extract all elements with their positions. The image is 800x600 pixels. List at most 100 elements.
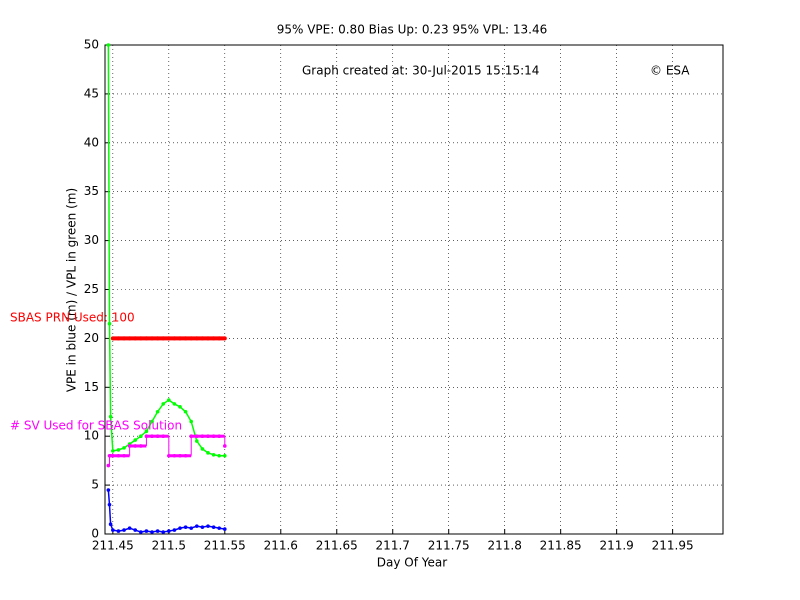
data-point	[116, 336, 121, 341]
y-tick-label: 35	[84, 184, 99, 198]
data-point	[178, 405, 182, 409]
data-point	[107, 502, 112, 507]
data-point	[222, 444, 227, 448]
data-point	[200, 434, 205, 439]
data-point	[211, 452, 216, 457]
annotation: © ESA	[650, 64, 690, 78]
x-tick-label: 211.45	[92, 539, 134, 553]
data-point	[111, 449, 115, 453]
data-point	[111, 453, 115, 458]
series-label: SBAS PRN Used: 100	[10, 311, 135, 325]
data-point	[155, 434, 160, 439]
y-tick-label: 25	[84, 282, 99, 296]
data-point	[206, 434, 210, 439]
data-point	[122, 453, 126, 458]
data-point	[106, 488, 111, 492]
data-point	[222, 453, 227, 458]
x-tick-label: 211.75	[428, 539, 470, 553]
data-point	[166, 336, 171, 341]
data-point	[195, 434, 199, 439]
data-point	[133, 528, 138, 532]
series-label: # SV Used for SBAS Solution	[10, 419, 182, 433]
data-point	[189, 526, 194, 530]
y-tick-label: 10	[84, 429, 99, 443]
data-point	[122, 528, 126, 532]
data-point	[183, 453, 188, 458]
data-point	[217, 526, 221, 530]
data-point	[189, 336, 194, 341]
data-point	[133, 438, 138, 442]
data-point	[133, 336, 138, 341]
data-point	[200, 525, 205, 529]
data-point	[155, 529, 160, 533]
x-tick-label: 211.7	[376, 539, 410, 553]
data-point	[139, 434, 143, 439]
data-point	[127, 444, 132, 448]
data-point	[155, 336, 160, 341]
data-point	[217, 434, 221, 439]
x-tick-label: 211.6	[264, 539, 298, 553]
y-tick-label: 40	[84, 135, 99, 149]
data-point	[144, 529, 149, 533]
data-point	[110, 336, 115, 341]
data-point	[167, 529, 171, 533]
data-point	[144, 434, 149, 439]
data-point	[108, 414, 113, 419]
data-point	[150, 434, 154, 439]
data-point	[195, 524, 199, 528]
data-point	[116, 453, 121, 458]
data-point	[189, 434, 194, 439]
y-tick-label: 45	[84, 86, 99, 100]
data-point	[206, 524, 210, 528]
y-tick-label: 20	[84, 331, 99, 345]
data-point	[211, 525, 216, 529]
data-point	[167, 453, 171, 458]
x-axis-label: Day Of Year	[377, 556, 447, 570]
y-tick-label: 30	[84, 233, 99, 247]
data-point	[150, 336, 155, 341]
y-tick-label: 5	[91, 478, 99, 492]
data-point	[133, 444, 138, 448]
data-point	[222, 336, 227, 341]
data-point	[138, 336, 143, 341]
data-point	[161, 402, 166, 406]
chart-title: 95% VPE: 0.80 Bias Up: 0.23 95% VPL: 13.…	[277, 23, 548, 37]
data-point	[189, 419, 194, 424]
data-point	[139, 444, 143, 448]
data-point	[127, 526, 132, 530]
data-point	[178, 453, 182, 458]
data-point	[116, 529, 121, 533]
data-point	[217, 453, 221, 458]
data-point	[183, 336, 188, 341]
data-point	[172, 336, 177, 341]
data-point	[106, 43, 111, 47]
data-point	[217, 336, 222, 341]
data-point	[127, 336, 132, 341]
data-point	[161, 336, 166, 341]
x-tick-label: 211.85	[540, 539, 582, 553]
data-point	[195, 439, 199, 443]
data-point	[211, 336, 216, 341]
data-point	[155, 409, 160, 414]
x-tick-label: 211.9	[599, 539, 633, 553]
data-point	[144, 429, 149, 434]
data-point	[139, 530, 143, 534]
data-point	[211, 434, 216, 439]
x-tick-label: 211.5	[152, 539, 186, 553]
data-point	[178, 526, 182, 530]
data-point	[107, 321, 112, 326]
data-point	[183, 525, 188, 529]
data-point	[167, 398, 171, 402]
data-point	[111, 528, 115, 532]
data-point	[122, 446, 126, 450]
data-point	[150, 419, 154, 424]
data-point	[200, 447, 205, 451]
x-tick-label: 211.8	[488, 539, 522, 553]
data-point	[200, 336, 205, 341]
annotation: Graph created at: 30-Jul-2015 15:15:14	[302, 64, 539, 78]
data-point	[206, 451, 210, 455]
x-tick-label: 211.65	[316, 539, 358, 553]
data-point	[172, 453, 177, 458]
data-point	[122, 336, 127, 341]
